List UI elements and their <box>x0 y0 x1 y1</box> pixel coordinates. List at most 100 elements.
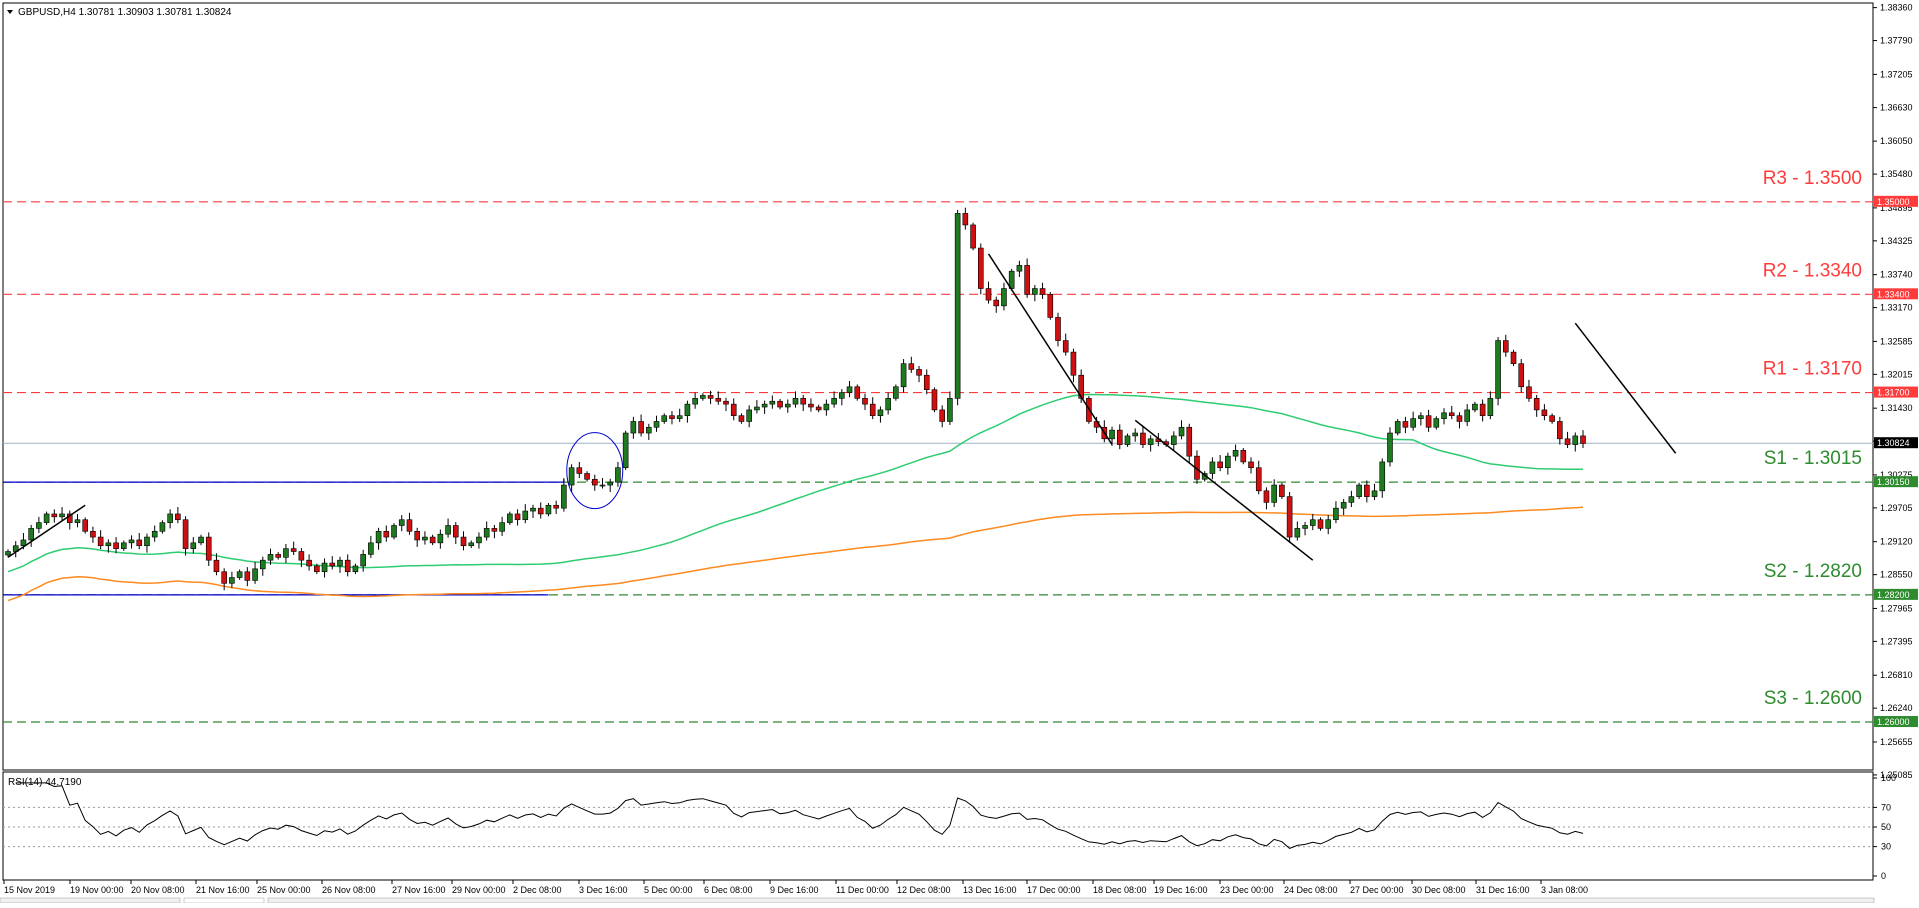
y-tick-label: 1.36630 <box>1880 103 1913 113</box>
candle-bull <box>167 513 173 523</box>
candle-bear <box>1116 429 1123 445</box>
y-tick-label: 1.38360 <box>1880 3 1913 13</box>
x-tick-label: 23 Dec 00:00 <box>1220 885 1274 895</box>
candle-bear <box>1510 351 1517 364</box>
candle-bull <box>1209 461 1216 474</box>
current-price-tag-text: 1.30824 <box>1877 438 1910 448</box>
candle-bear <box>1402 421 1409 428</box>
level-price-tag <box>1874 195 1918 207</box>
candle-bull <box>661 415 668 422</box>
breakout-circle <box>566 432 624 510</box>
x-tick-label: 19 Dec 16:00 <box>1154 885 1208 895</box>
candle-bull <box>1294 528 1301 538</box>
candle-bull <box>391 525 397 538</box>
chart-header: GBPUSD,H4 1.30781 1.30903 1.30781 1.3082… <box>18 7 232 18</box>
candle-bear <box>1448 412 1455 416</box>
candle-bear <box>244 571 251 581</box>
candle-bull <box>1001 288 1007 307</box>
candle-bull <box>1487 398 1494 416</box>
candle-bull <box>337 559 343 567</box>
candle-bull <box>1371 490 1378 497</box>
y-tick-label: 1.36050 <box>1880 136 1913 146</box>
y-tick-label: 1.26810 <box>1880 670 1913 680</box>
rsi-tick-label: 50 <box>1881 822 1891 832</box>
candle-bull <box>954 213 961 399</box>
candle-bear <box>1062 340 1069 353</box>
candle-bear <box>290 548 297 552</box>
candle-bull <box>893 386 899 399</box>
candle-bull <box>1109 429 1115 440</box>
candle-bull <box>1472 403 1478 411</box>
collapse-arrow-icon[interactable] <box>7 10 13 14</box>
x-tick-label: 21 Nov 16:00 <box>196 885 250 895</box>
bottom-tab-1[interactable] <box>0 897 181 904</box>
candle-bear <box>213 559 220 573</box>
candle-bull <box>754 406 760 411</box>
x-tick-label: 29 Nov 00:00 <box>452 885 506 895</box>
candle-bull <box>144 536 150 547</box>
candle-bear <box>1425 415 1432 428</box>
candle-bear <box>298 551 305 561</box>
rsi-label: RSI(14) 44.7190 <box>8 777 82 788</box>
candle-bear <box>136 539 143 547</box>
candle-bull <box>190 542 197 549</box>
level-price-tag <box>1874 476 1918 488</box>
candle-bull <box>1271 484 1277 503</box>
candle-bear <box>584 473 590 480</box>
candle-bull <box>1309 519 1316 526</box>
candle-bear <box>275 554 282 558</box>
candle-bear <box>916 369 922 376</box>
candle-bull <box>352 565 359 573</box>
candle-bull <box>259 559 266 570</box>
candle-bull <box>568 467 575 486</box>
candle-bear <box>1317 519 1324 529</box>
level-label: S3 - 1.2600 <box>1764 688 1862 709</box>
candle-bear <box>723 400 729 405</box>
candle-bull <box>653 421 660 428</box>
bottom-tab-2[interactable] <box>183 897 265 904</box>
x-tick-label: 15 Nov 2019 <box>4 885 55 895</box>
candle-bull <box>1333 507 1339 521</box>
candle-bull <box>267 554 274 561</box>
y-tick-label: 1.33740 <box>1880 270 1913 280</box>
candle-bull <box>36 522 42 529</box>
candle-bull <box>530 507 536 512</box>
candle-bull <box>1433 418 1440 428</box>
candle-bull <box>1464 409 1470 422</box>
x-tick-label: 24 Dec 08:00 <box>1284 885 1338 895</box>
candle-bull <box>1410 418 1416 428</box>
candle-bear <box>429 536 436 544</box>
candle-bull <box>229 577 235 584</box>
trendline <box>1574 322 1677 454</box>
level-label: S1 - 1.3015 <box>1764 448 1862 469</box>
candle-bear <box>1479 403 1486 416</box>
candle-bear <box>638 421 644 434</box>
x-tick-label: 17 Dec 00:00 <box>1027 885 1081 895</box>
candle-bull <box>1178 426 1185 437</box>
candle-bull <box>1572 435 1579 445</box>
candle-bear <box>591 478 598 486</box>
level-price-tag-text: 1.26000 <box>1877 717 1910 727</box>
y-tick-label: 1.32015 <box>1880 369 1913 379</box>
x-tick-label: 3 Dec 16:00 <box>579 885 628 895</box>
candle-bull <box>1387 432 1393 463</box>
candle-bull <box>20 539 27 547</box>
candle-bear <box>514 513 521 521</box>
candle-bull <box>1394 421 1401 434</box>
candle-bear <box>1364 484 1370 497</box>
candle-bear <box>1255 467 1262 492</box>
bottom-tab-3[interactable] <box>267 897 1875 904</box>
candle-bear <box>66 513 73 523</box>
candle-bear <box>576 467 583 474</box>
candle-bear <box>1526 386 1532 399</box>
candle-bull <box>792 398 799 405</box>
trendline <box>1134 419 1314 561</box>
candle-bull <box>1379 461 1386 492</box>
candle-bear <box>985 288 992 301</box>
y-tick-label: 1.34325 <box>1880 236 1913 246</box>
candle-bull <box>761 403 768 408</box>
candle-bear <box>1186 426 1193 457</box>
level-price-tag <box>1874 386 1918 398</box>
candle-bear <box>1078 374 1084 399</box>
